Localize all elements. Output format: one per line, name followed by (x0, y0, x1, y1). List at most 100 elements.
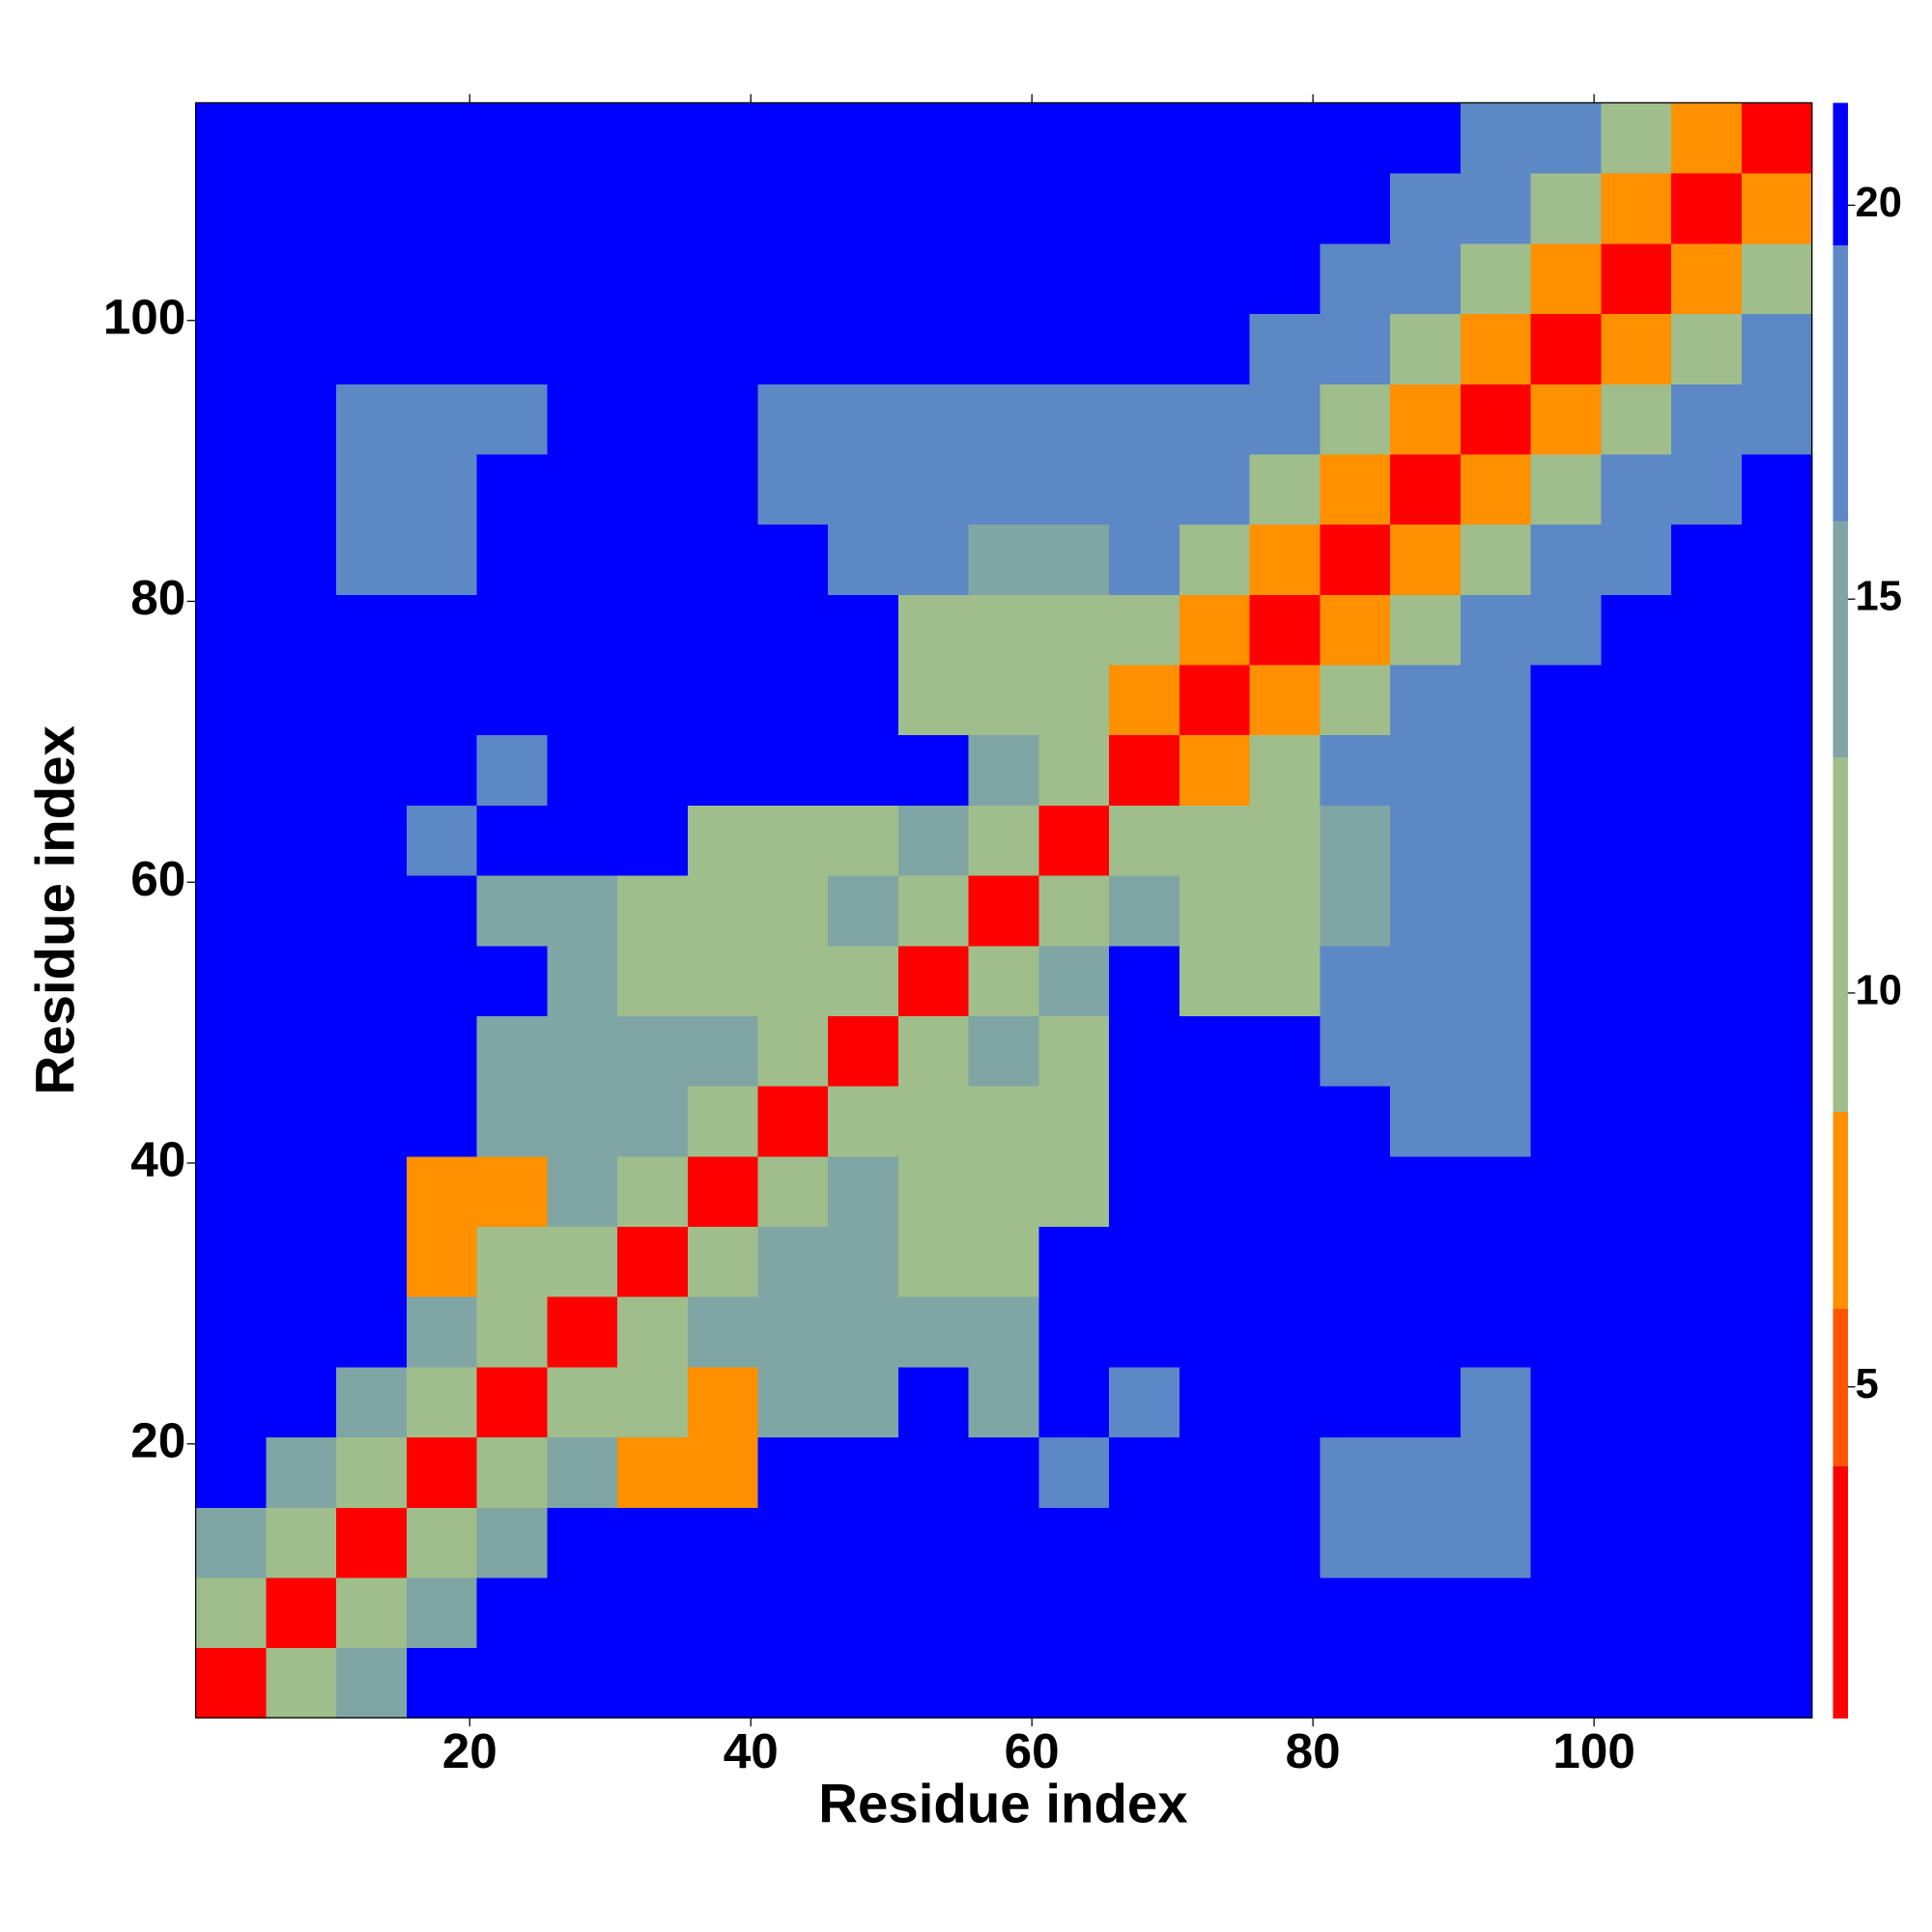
heatmap-cell (336, 242, 408, 315)
heatmap-cell (1671, 1366, 1743, 1438)
heatmap-cell (1530, 594, 1603, 666)
heatmap-cell (406, 173, 478, 244)
heatmap-cell (476, 664, 548, 736)
heatmap-cell (1390, 1155, 1462, 1228)
y-tick-label: 20 (130, 1412, 185, 1467)
heatmap-cell (336, 945, 408, 1016)
heatmap-cell (547, 173, 618, 244)
heatmap-cell (1249, 1296, 1321, 1368)
heatmap-cell (1038, 1015, 1110, 1087)
heatmap-cell (1390, 734, 1462, 806)
heatmap-cell (1109, 384, 1180, 455)
heatmap-cell (617, 1015, 689, 1087)
heatmap-cell (1390, 1577, 1462, 1649)
heatmap-cell (1320, 173, 1391, 244)
heatmap-cell (828, 1647, 899, 1719)
heatmap-cell (1460, 1366, 1532, 1438)
heatmap-cell (1601, 102, 1672, 174)
heatmap-cell (1601, 453, 1672, 526)
y-tick-label: 80 (130, 570, 185, 625)
heatmap-cell (828, 524, 899, 595)
heatmap-cell (266, 1366, 337, 1438)
heatmap-cell (617, 1086, 689, 1157)
heatmap-cell (1390, 874, 1462, 947)
heatmap-cell (336, 664, 408, 736)
heatmap-cell (1530, 524, 1603, 595)
heatmap-cell (266, 313, 337, 384)
heatmap-cell (547, 1155, 618, 1228)
heatmap-cell (1741, 173, 1813, 244)
heatmap-cell (968, 173, 1040, 244)
heatmap-cell (336, 453, 408, 526)
heatmap-cell (1530, 102, 1603, 174)
heatmap-cell (897, 664, 970, 736)
heatmap-cell (1390, 313, 1462, 384)
heatmap-cell (968, 805, 1040, 876)
heatmap-cell (757, 945, 829, 1016)
heatmap-cell (1320, 1507, 1391, 1578)
heatmap-cell (406, 384, 478, 455)
heatmap-cell (1530, 384, 1603, 455)
y-tick-label: 60 (130, 851, 185, 906)
heatmap-cell (1109, 1647, 1180, 1719)
heatmap-cell (406, 1155, 478, 1228)
heatmap-cell (687, 384, 759, 455)
heatmap-cell (828, 173, 899, 244)
heatmap-cell (1109, 453, 1180, 526)
heatmap-cell (1179, 1577, 1251, 1649)
heatmap-cell (1320, 1015, 1391, 1087)
heatmap-cell (547, 664, 618, 736)
heatmap-cell (757, 1507, 829, 1578)
heatmap-cell (1601, 734, 1672, 806)
heatmap-cell (1179, 1507, 1251, 1578)
heatmap-cell (687, 173, 759, 244)
colorbar-tick-label: 10 (1856, 967, 1902, 1013)
heatmap-cell (828, 1577, 899, 1649)
heatmap-cell (1460, 1086, 1532, 1157)
colorbar-band (1833, 756, 1848, 1112)
heatmap-cell (1601, 242, 1672, 315)
heatmap-cell (1249, 453, 1321, 526)
heatmap-cell (1671, 1436, 1743, 1508)
heatmap-cell (1109, 805, 1180, 876)
heatmap-cell (1038, 1366, 1110, 1438)
heatmap-cell (547, 524, 618, 595)
heatmap-cell (406, 1086, 478, 1157)
heatmap-cell (1038, 242, 1110, 315)
heatmap-cell (617, 1155, 689, 1228)
heatmap-cell (1249, 1436, 1321, 1508)
heatmap-cell (1320, 1436, 1391, 1508)
heatmap-cell (266, 242, 337, 315)
heatmap-cell (687, 1015, 759, 1087)
heatmap-cell (195, 1155, 267, 1228)
heatmap-cell (195, 1086, 267, 1157)
heatmap-cell (617, 1296, 689, 1368)
heatmap-cell (757, 1436, 829, 1508)
heatmap-cell (1671, 242, 1743, 315)
heatmap-cell (336, 313, 408, 384)
heatmap-cell (1038, 945, 1110, 1016)
y-tick-label: 40 (130, 1132, 185, 1187)
heatmap-cell (687, 594, 759, 666)
heatmap-cell (617, 524, 689, 595)
heatmap-cell (406, 1647, 478, 1719)
heatmap-cell (617, 242, 689, 315)
heatmap-cell (547, 1226, 618, 1297)
heatmap-cell (336, 805, 408, 876)
heatmap-cell (828, 945, 899, 1016)
heatmap-cell (195, 524, 267, 595)
heatmap-cell (195, 453, 267, 526)
heatmap-cell (1109, 1086, 1180, 1157)
heatmap-cell (1249, 384, 1321, 455)
heatmap-cell (336, 1507, 408, 1578)
heatmap-cell (1530, 1155, 1603, 1228)
heatmap-cell (266, 453, 337, 526)
heatmap-cell (897, 1507, 970, 1578)
heatmap-cell (1671, 1015, 1743, 1087)
heatmap-cell (1741, 1577, 1813, 1649)
heatmap-cell (1249, 734, 1321, 806)
heatmap-cell (1671, 1155, 1743, 1228)
heatmap-cell (1109, 102, 1180, 174)
heatmap-cell (1249, 1366, 1321, 1438)
heatmap-cell (547, 1436, 618, 1508)
